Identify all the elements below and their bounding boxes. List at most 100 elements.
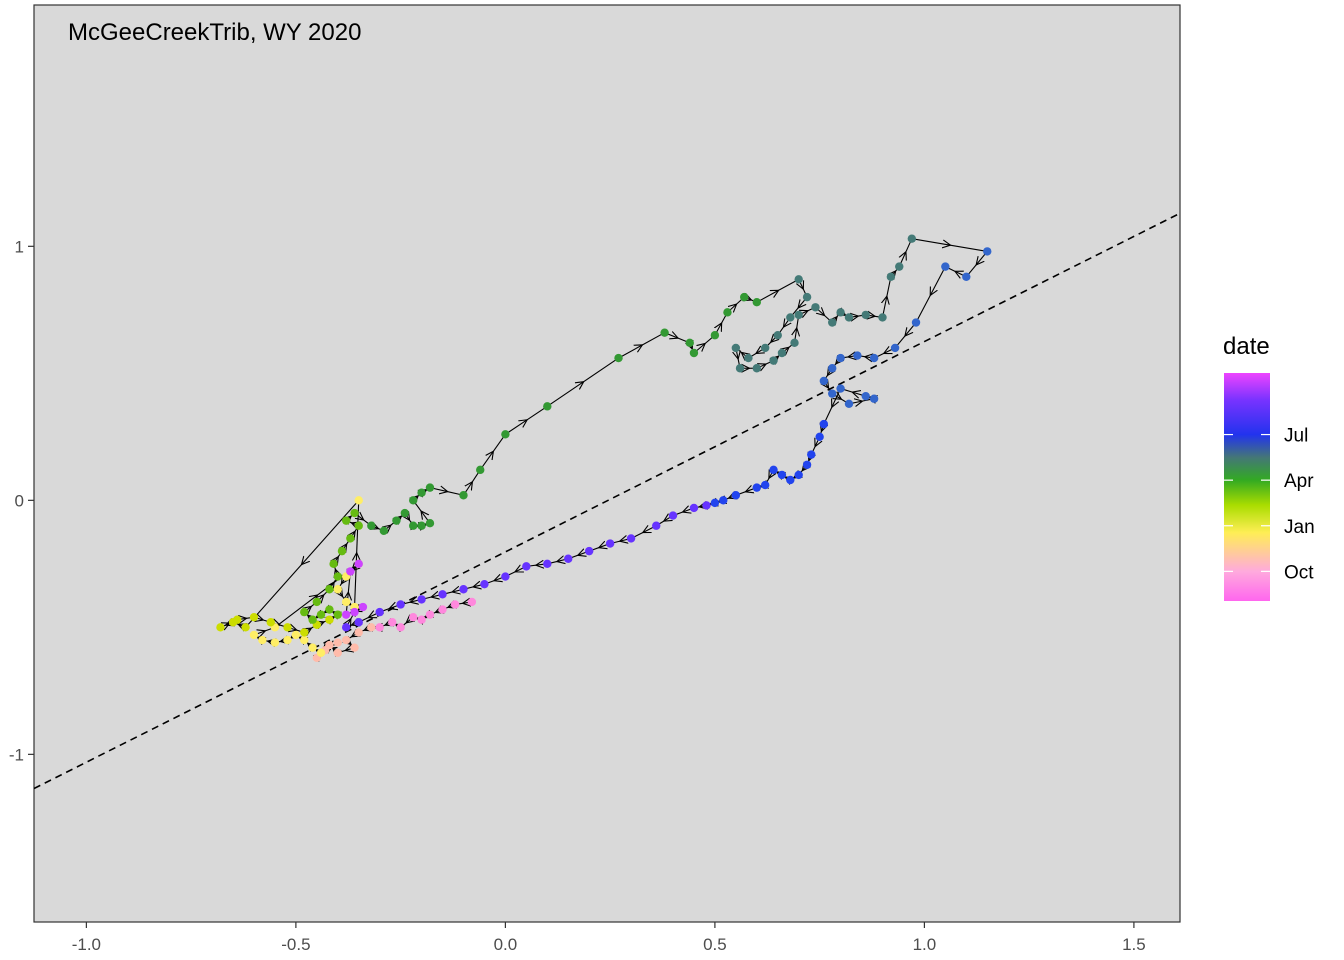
data-point — [584, 546, 594, 556]
trajectory-segment — [582, 357, 619, 383]
data-point — [354, 559, 363, 569]
data-point — [941, 262, 950, 271]
data-point — [346, 567, 355, 576]
data-point — [396, 600, 405, 609]
data-point — [392, 516, 401, 525]
data-point — [249, 630, 259, 640]
data-point — [350, 508, 359, 518]
data-point — [312, 597, 322, 607]
data-point — [828, 364, 837, 373]
data-point — [396, 623, 405, 632]
data-point — [740, 292, 749, 302]
data-point — [723, 308, 732, 317]
data-point — [844, 399, 854, 409]
data-point — [346, 534, 355, 543]
data-point — [300, 607, 309, 617]
data-point — [329, 559, 338, 569]
data-point — [564, 554, 573, 563]
data-point — [807, 450, 816, 459]
data-point — [685, 338, 694, 348]
data-point — [786, 313, 795, 322]
data-point — [425, 483, 435, 492]
trajectory-segment — [641, 332, 665, 346]
x-tick-label: -0.5 — [281, 935, 310, 954]
trajectory-arrow — [274, 596, 317, 628]
data-point — [777, 348, 787, 358]
data-point — [316, 610, 326, 619]
legend: date Jul Apr Jan Oct — [1223, 333, 1315, 601]
legend-label: Jan — [1284, 517, 1315, 538]
data-point — [354, 628, 363, 637]
data-point — [614, 353, 623, 363]
data-point — [543, 559, 552, 569]
data-point — [308, 643, 317, 652]
data-point — [258, 635, 267, 645]
data-point — [983, 247, 992, 256]
x-tick-label: 0.0 — [494, 935, 518, 954]
data-point — [354, 496, 363, 505]
data-point — [400, 508, 410, 518]
data-point — [388, 618, 397, 627]
data-point — [853, 351, 862, 360]
data-point — [819, 376, 829, 386]
data-point — [815, 432, 824, 442]
legend-ticks: Jul Apr Jan Oct — [1224, 426, 1315, 583]
x-tick-label: -1.0 — [72, 935, 101, 954]
data-point — [417, 521, 426, 530]
data-point — [409, 612, 418, 622]
data-point — [325, 615, 334, 624]
data-point — [241, 623, 250, 632]
data-point — [878, 313, 887, 322]
trajectory-segment — [949, 244, 988, 252]
data-point — [283, 623, 292, 632]
data-point — [270, 638, 280, 647]
data-point — [350, 643, 359, 652]
data-point — [652, 521, 661, 530]
data-point — [300, 635, 309, 645]
data-point — [480, 579, 489, 589]
data-point — [962, 272, 971, 281]
data-point — [710, 498, 720, 508]
x-axis: -1.0 -0.5 0.0 0.5 1.0 1.5 — [72, 922, 1146, 954]
data-point — [869, 353, 879, 363]
data-point — [438, 605, 447, 614]
data-point — [605, 539, 615, 548]
data-point — [417, 488, 426, 497]
data-point — [367, 623, 376, 632]
data-point — [689, 503, 699, 513]
data-point — [710, 331, 720, 340]
data-point — [760, 343, 770, 353]
y-tick-label: 0 — [15, 491, 24, 510]
data-point — [341, 635, 351, 645]
data-point — [333, 610, 342, 619]
data-point — [341, 610, 351, 619]
data-point — [790, 338, 799, 348]
plot-panel — [33, 4, 1181, 923]
data-points — [216, 234, 992, 663]
data-point — [886, 272, 896, 281]
data-point — [425, 518, 435, 528]
data-point — [316, 648, 326, 657]
chart-title: McGeeCreekTrib, WY 2020 — [68, 19, 361, 46]
y-tick-label: 1 — [15, 237, 24, 256]
data-point — [283, 635, 292, 645]
data-point — [702, 501, 711, 510]
data-point — [844, 313, 854, 322]
data-point — [476, 465, 485, 475]
data-point — [379, 526, 389, 536]
data-point — [291, 630, 301, 640]
data-point — [354, 521, 363, 530]
data-point — [358, 602, 368, 612]
data-point — [375, 607, 384, 617]
data-point — [752, 364, 761, 373]
data-point — [794, 470, 803, 480]
data-point — [543, 402, 552, 411]
data-point — [417, 595, 426, 604]
data-point — [769, 465, 778, 475]
data-point — [861, 391, 870, 401]
data-point — [769, 356, 778, 365]
data-point — [861, 310, 870, 320]
data-point — [300, 628, 309, 637]
data-point — [786, 475, 795, 485]
data-point — [895, 262, 904, 271]
